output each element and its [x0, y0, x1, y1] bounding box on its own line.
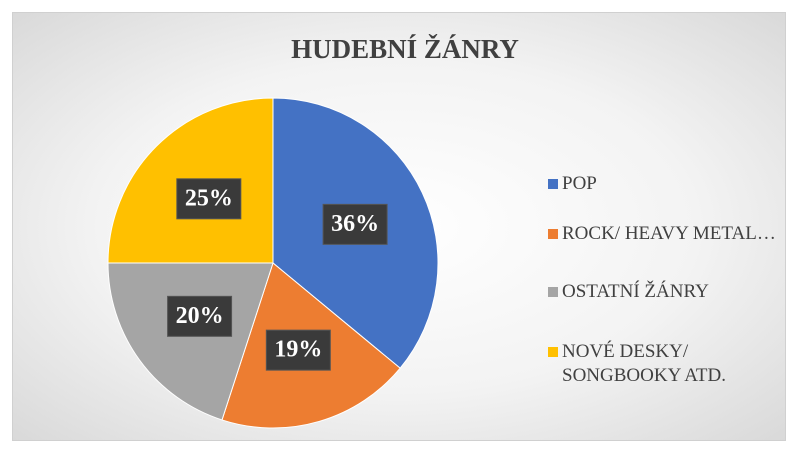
data-label-box [167, 295, 233, 337]
legend-label: OSTATNÍ ŽÁNRY [562, 281, 709, 302]
legend-label: ROCK/ HEAVY METAL… [562, 223, 776, 244]
chart-title: HUDEBNÍ ŽÁNRY [291, 34, 519, 64]
legend-swatch [548, 229, 558, 239]
legend-item: OSTATNÍ ŽÁNRY [548, 280, 778, 304]
legend-swatch [548, 179, 558, 189]
data-label: 20% [176, 303, 224, 329]
data-label: 36% [331, 211, 379, 237]
legend-swatch [548, 287, 558, 297]
data-label: 19% [274, 337, 322, 363]
legend-label: NOVÉ DESKY/ SONGBOOKY ATD. [562, 341, 726, 386]
legend-item: ROCK/ HEAVY METAL… [548, 222, 778, 246]
legend-label: POP [562, 173, 597, 194]
legend-item: POP [548, 172, 778, 196]
legend-swatch [548, 347, 558, 357]
data-label-box [265, 329, 331, 371]
legend-item: NOVÉ DESKY/ SONGBOOKY ATD. [548, 340, 778, 388]
data-label: 25% [185, 185, 233, 211]
data-label-box [322, 203, 388, 245]
data-label-box [176, 178, 242, 220]
